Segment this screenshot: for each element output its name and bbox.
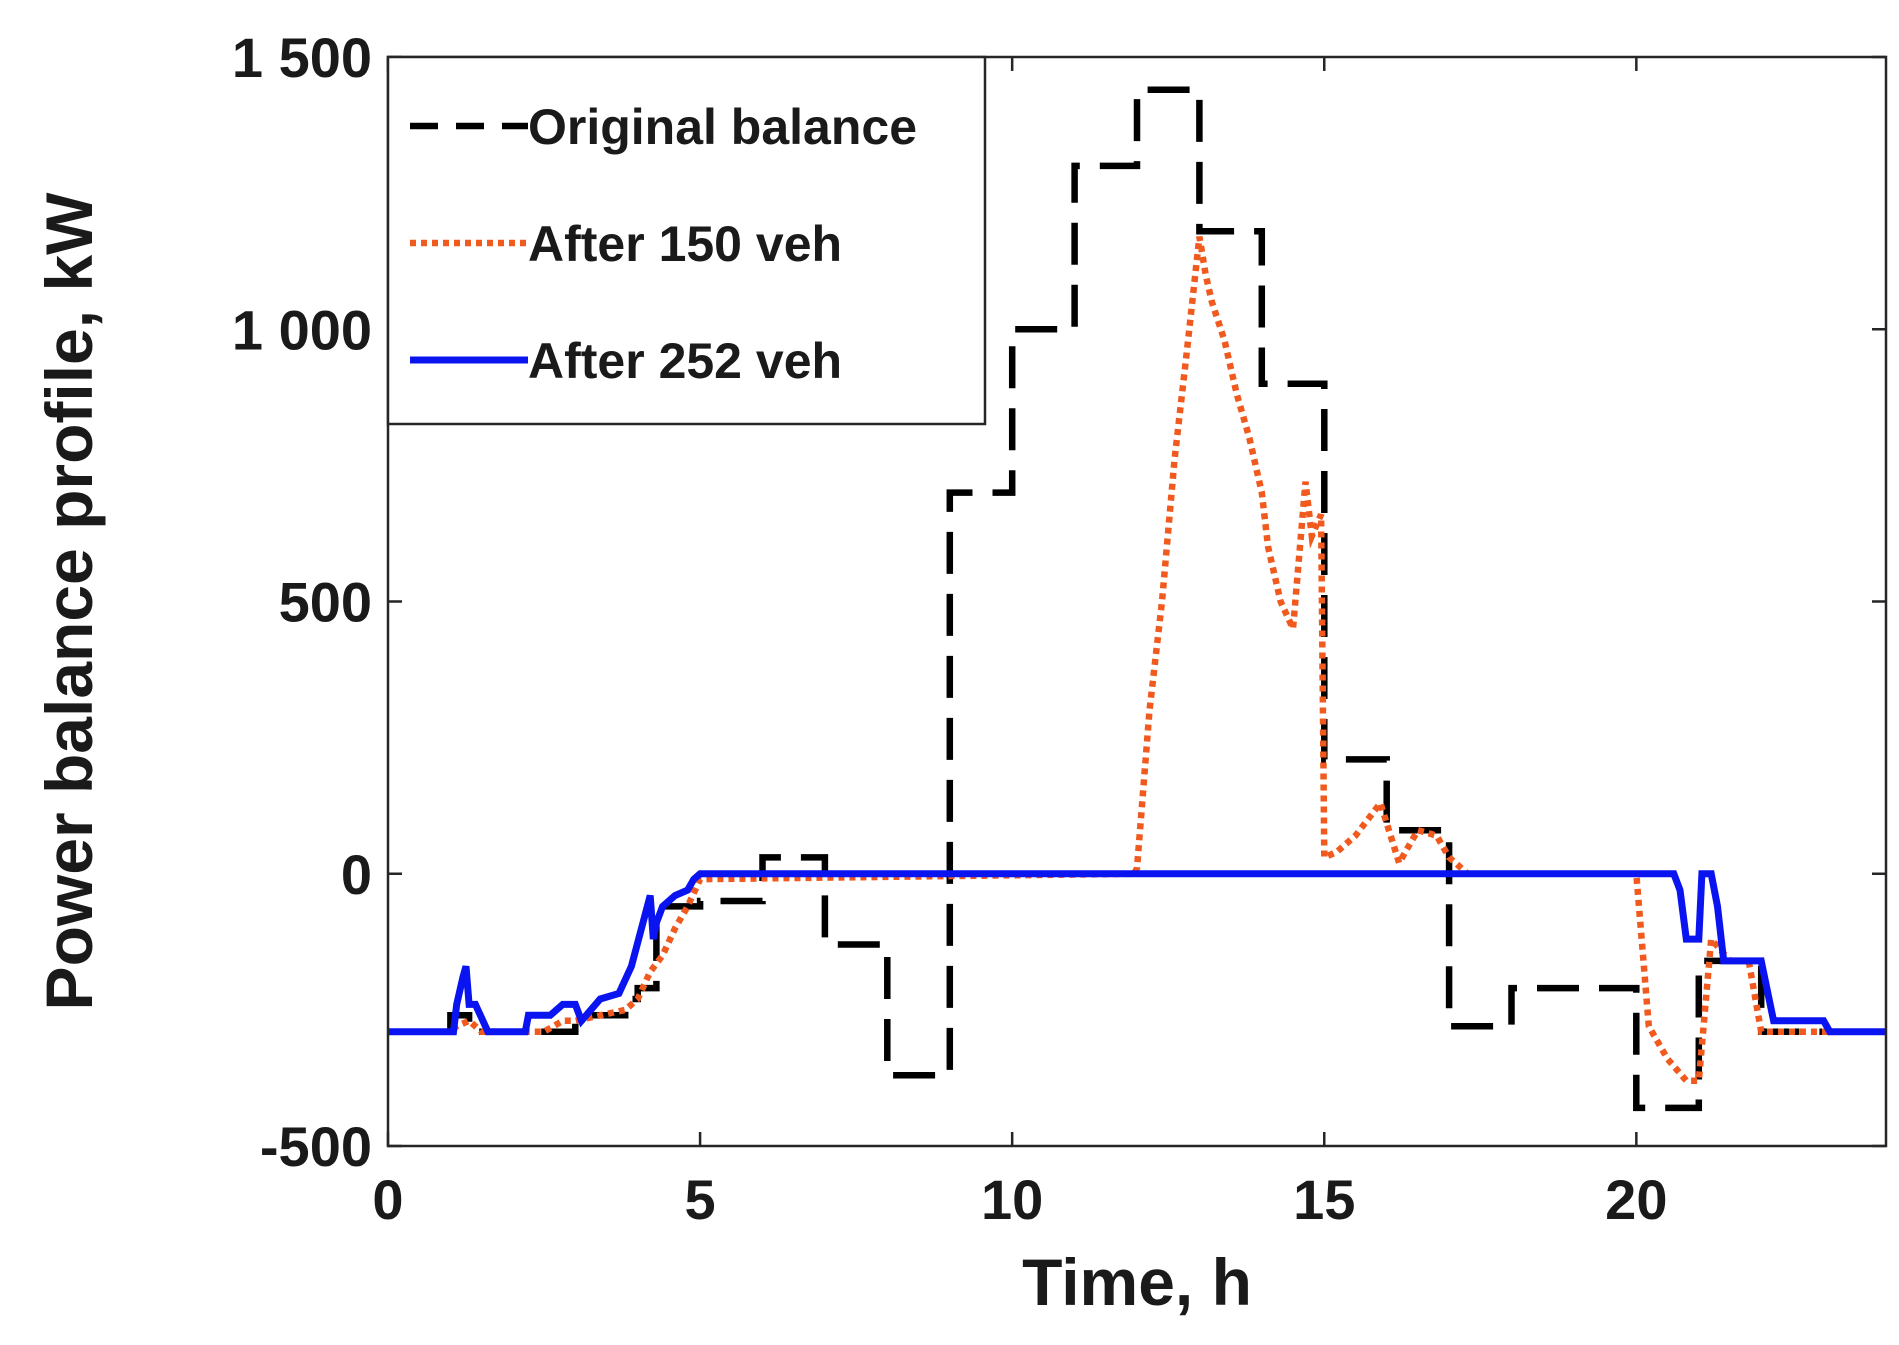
series-line-original-balance <box>388 86 1886 1112</box>
y-tick-label: 1 000 <box>232 298 372 361</box>
y-axis-title: Power balance profile, kW <box>32 192 106 1011</box>
x-tick-label: 15 <box>1293 1168 1355 1231</box>
series-layer <box>388 86 1886 1112</box>
legend: Original balance After 150 veh After 252 v… <box>386 55 987 426</box>
x-axis-title: Time, h <box>1022 1245 1252 1319</box>
y-tick-label: 1 500 <box>232 26 372 89</box>
x-tick-label: 10 <box>981 1168 1043 1231</box>
legend-label: After 150 veh <box>528 216 842 272</box>
y-tick-label: -500 <box>260 1115 372 1178</box>
x-tick-label: 20 <box>1605 1168 1667 1231</box>
x-tick-label: 5 <box>685 1168 716 1231</box>
series-line-after-252-veh <box>388 870 1886 1036</box>
series-line-after-150-veh <box>388 236 1886 1084</box>
y-tick-label: 500 <box>279 571 372 634</box>
legend-label: Original balance <box>528 99 917 155</box>
legend-label: After 252 veh <box>528 333 842 389</box>
x-tick-label: 0 <box>372 1168 403 1231</box>
y-tick-label: 0 <box>341 843 372 906</box>
